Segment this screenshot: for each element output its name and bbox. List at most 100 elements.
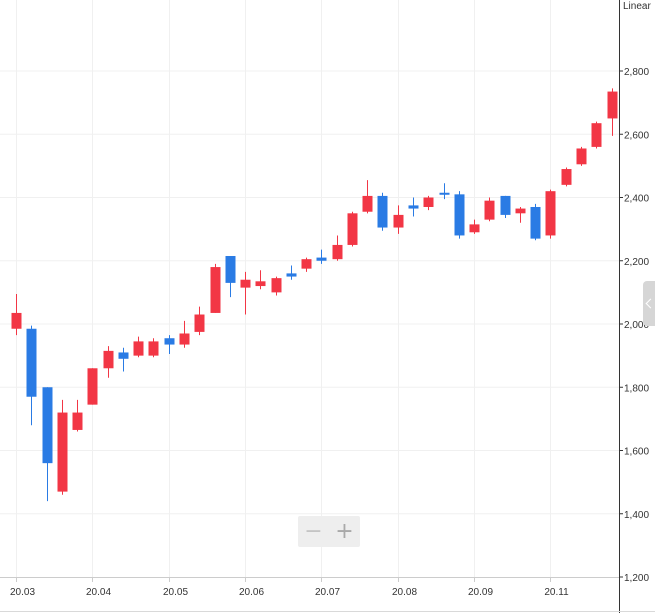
candle-body [301,259,312,269]
candle[interactable] [484,197,495,222]
candle-body [408,205,419,209]
candle[interactable] [377,192,388,231]
candle[interactable] [439,183,450,200]
candle-body [164,338,175,345]
candle[interactable] [271,276,282,296]
zoom-controls: − + [298,516,360,547]
candle[interactable] [164,335,175,355]
candle-body [316,257,327,261]
x-axis: 20.03 20.04 20.05 20.06 20.07 20.08 20.09 20.11 [0,577,655,612]
y-tick-label: 1,800 [624,383,649,394]
x-tick-label: 20.04 [86,587,111,598]
candle[interactable] [72,399,83,432]
candle[interactable] [133,336,144,358]
candle[interactable] [576,146,587,166]
candle[interactable] [607,88,618,136]
candle[interactable] [500,195,511,219]
candle[interactable] [194,306,205,336]
candle-body [423,197,434,207]
candle[interactable] [118,347,129,372]
candle-body [515,208,526,214]
candle-body [607,91,618,119]
candle[interactable] [225,256,236,298]
candle[interactable] [255,270,266,290]
candle[interactable] [347,211,358,247]
candle-body [347,213,358,245]
zoom-out-button[interactable]: − [304,518,323,544]
grid-lines [0,0,619,577]
candle-body [545,191,556,236]
scale-mode-label[interactable]: Linear [623,1,651,12]
y-tick-label: 2,400 [624,194,649,205]
candle-body [87,368,98,405]
candle[interactable] [423,195,434,211]
candle-body [72,412,83,430]
y-tick-label: 2,600 [624,130,649,141]
candle[interactable] [210,263,221,313]
candle[interactable] [42,387,53,502]
candle-body [118,352,129,359]
candle-body [362,195,373,212]
candle[interactable] [515,206,526,223]
candle-body [500,195,511,215]
candle[interactable] [286,265,297,280]
candle[interactable] [454,191,465,239]
candle-body [332,244,343,260]
candle[interactable] [545,189,556,239]
candle-body [133,341,144,356]
candle-body [271,278,282,293]
candle[interactable] [332,235,343,261]
candle-body [103,350,114,369]
candle[interactable] [469,219,480,234]
candle-body [469,224,480,233]
candle-body [11,312,22,329]
candle[interactable] [26,325,37,426]
candle-body [26,328,37,397]
candle-body [591,123,602,147]
candle[interactable] [362,180,373,214]
candle[interactable] [393,205,404,234]
x-tick-label: 20.08 [392,587,417,598]
candle[interactable] [179,320,190,348]
candle[interactable] [240,271,251,315]
candle-body [286,273,297,277]
x-tick-label: 20.09 [468,587,493,598]
candle[interactable] [561,167,572,187]
candles [11,88,618,502]
candle-body [240,279,251,288]
candle[interactable] [301,257,312,272]
candle[interactable] [591,121,602,149]
y-tick-label: 1,200 [624,573,649,584]
y-tick-label: 1,600 [624,447,649,458]
candle-body [42,387,53,464]
candle-body [393,214,404,228]
candle-body [148,341,159,356]
x-tick-label: 20.11 [544,587,569,598]
candle-body [225,256,236,283]
x-tick-label: 20.05 [163,587,188,598]
candle[interactable] [530,203,541,241]
side-panel-toggle[interactable] [643,281,655,326]
candle-body [210,267,221,313]
candle[interactable] [103,346,114,378]
chevron-left-icon [645,298,655,309]
x-tick-label: 20.07 [315,587,340,598]
candle[interactable] [408,197,419,217]
y-tick-label: 2,000 [624,320,649,331]
candle-body [439,192,450,195]
candle-body [57,412,68,492]
zoom-in-button[interactable]: + [335,518,354,544]
candle-body [561,169,572,185]
y-tick-label: 1,400 [624,510,649,521]
candle-body [484,200,495,220]
candle[interactable] [316,249,327,264]
candle[interactable] [87,368,98,405]
x-tick-label: 20.03 [10,587,35,598]
candle-body [377,195,388,228]
candle[interactable] [11,293,22,336]
candle[interactable] [57,399,68,495]
candle-body [255,281,266,287]
candle-body [194,314,205,332]
candle[interactable] [148,338,159,358]
